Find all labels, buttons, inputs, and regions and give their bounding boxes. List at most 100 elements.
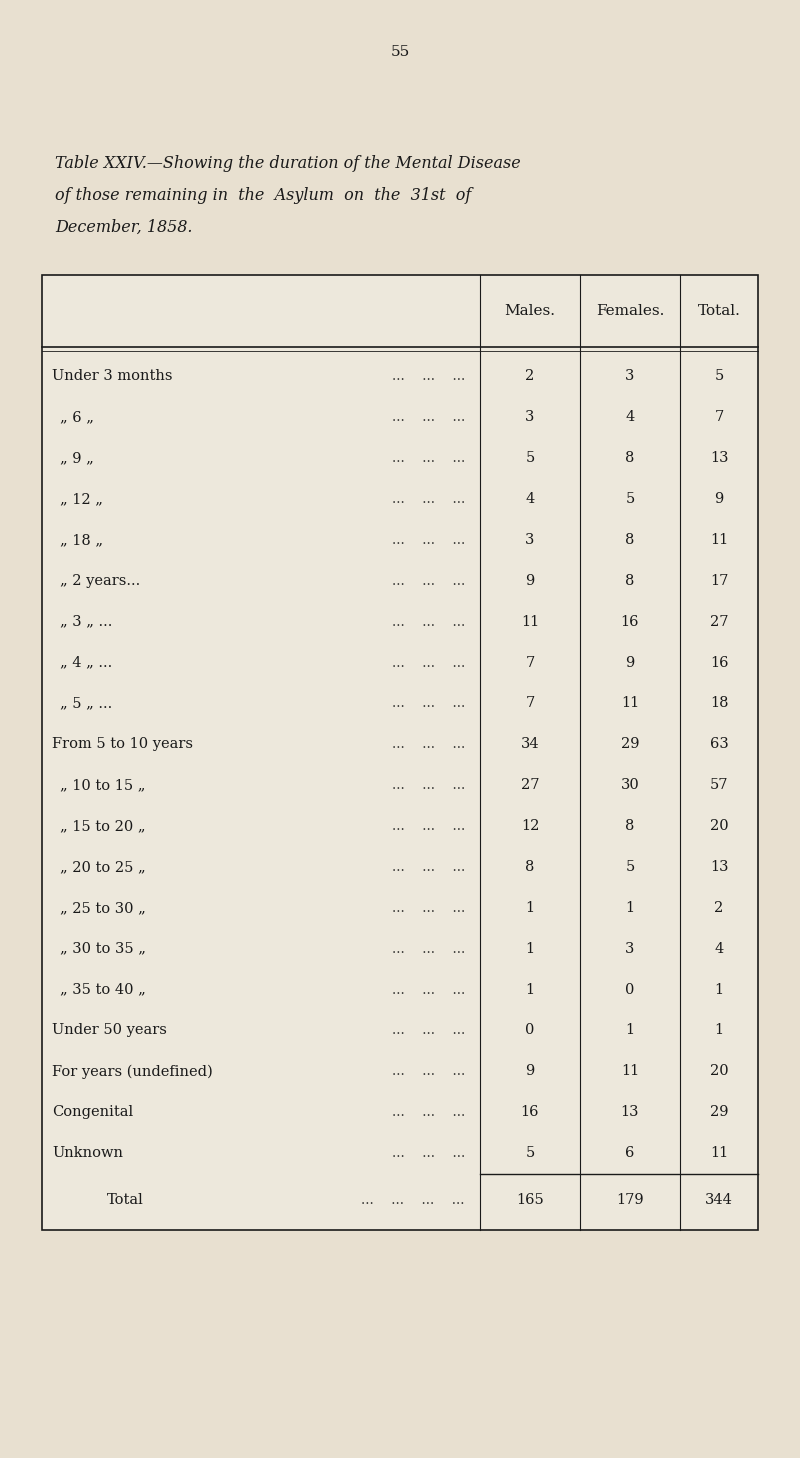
Text: 9: 9 [526, 1064, 534, 1079]
Text: 30: 30 [621, 779, 639, 792]
Text: 7: 7 [526, 697, 534, 710]
Text: ...    ...    ...: ... ... ... [392, 451, 465, 465]
Text: 16: 16 [521, 1105, 539, 1120]
Text: „ 3 „ ...: „ 3 „ ... [60, 615, 112, 628]
Text: ...    ...    ...: ... ... ... [392, 983, 465, 997]
Text: 12: 12 [521, 819, 539, 833]
Text: „ 10 to 15 „: „ 10 to 15 „ [60, 779, 146, 792]
Text: 27: 27 [521, 779, 539, 792]
Text: of those remaining in  the  Asylum  on  the  31st  of: of those remaining in the Asylum on the … [55, 187, 471, 204]
Text: ...    ...    ...: ... ... ... [392, 860, 465, 873]
Text: „ 2 years...: „ 2 years... [60, 574, 140, 588]
Bar [42, 276, 758, 1231]
Text: 5: 5 [526, 451, 534, 465]
Text: 55: 55 [390, 45, 410, 58]
Text: 8: 8 [626, 819, 634, 833]
Text: 18: 18 [710, 697, 728, 710]
Text: 9: 9 [526, 574, 534, 588]
Text: ...    ...    ...: ... ... ... [392, 410, 465, 424]
Text: 3: 3 [626, 942, 634, 956]
Text: 20: 20 [710, 819, 728, 833]
Text: 179: 179 [616, 1193, 644, 1207]
Text: 29: 29 [710, 1105, 728, 1120]
Text: 3: 3 [526, 410, 534, 424]
Text: 6: 6 [626, 1146, 634, 1161]
Text: 20: 20 [710, 1064, 728, 1079]
Text: ...    ...    ...: ... ... ... [392, 697, 465, 710]
Text: Table XXIV.—Showing the duration of the Mental Disease: Table XXIV.—Showing the duration of the … [55, 155, 521, 172]
Text: Total.: Total. [698, 305, 741, 318]
Text: 5: 5 [526, 1146, 534, 1161]
Text: 8: 8 [626, 574, 634, 588]
Text: 0: 0 [526, 1024, 534, 1038]
Text: „ 4 „ ...: „ 4 „ ... [60, 656, 112, 669]
Text: 7: 7 [526, 656, 534, 669]
Text: 1: 1 [714, 1024, 723, 1038]
Text: „ 25 to 30 „: „ 25 to 30 „ [60, 901, 146, 914]
Text: ...    ...    ...: ... ... ... [392, 574, 465, 588]
Text: Under 3 months: Under 3 months [52, 369, 173, 383]
Text: 17: 17 [710, 574, 728, 588]
Text: ...    ...    ...: ... ... ... [392, 369, 465, 383]
Text: „ 35 to 40 „: „ 35 to 40 „ [60, 983, 146, 997]
Text: 8: 8 [626, 532, 634, 547]
Text: 1: 1 [526, 942, 534, 956]
Text: 1: 1 [526, 983, 534, 997]
Text: 4: 4 [526, 491, 534, 506]
Text: 1: 1 [626, 1024, 634, 1038]
Text: ...    ...    ...: ... ... ... [392, 615, 465, 628]
Text: „ 9 „: „ 9 „ [60, 451, 94, 465]
Text: 11: 11 [521, 615, 539, 628]
Text: ...    ...    ...: ... ... ... [392, 1064, 465, 1079]
Text: „ 18 „: „ 18 „ [60, 532, 103, 547]
Text: Total: Total [107, 1193, 144, 1207]
Text: 7: 7 [714, 410, 724, 424]
Text: „ 15 to 20 „: „ 15 to 20 „ [60, 819, 146, 833]
Text: ...    ...    ...: ... ... ... [392, 738, 465, 751]
Text: For years (undefined): For years (undefined) [52, 1064, 213, 1079]
Text: 57: 57 [710, 779, 728, 792]
Text: 5: 5 [714, 369, 724, 383]
Text: 1: 1 [526, 901, 534, 914]
Text: 11: 11 [621, 1064, 639, 1079]
Text: ...    ...    ...: ... ... ... [392, 901, 465, 914]
Text: 0: 0 [626, 983, 634, 997]
Text: ...    ...    ...: ... ... ... [392, 819, 465, 833]
Text: ...    ...    ...: ... ... ... [392, 779, 465, 792]
Text: 344: 344 [705, 1193, 733, 1207]
Text: „ 6 „: „ 6 „ [60, 410, 94, 424]
Text: 34: 34 [521, 738, 539, 751]
Text: 2: 2 [526, 369, 534, 383]
Text: From 5 to 10 years: From 5 to 10 years [52, 738, 193, 751]
Text: 3: 3 [526, 532, 534, 547]
Text: ...    ...    ...: ... ... ... [392, 491, 465, 506]
Text: 9: 9 [714, 491, 724, 506]
Text: „ 30 to 35 „: „ 30 to 35 „ [60, 942, 146, 956]
Text: ...    ...    ...: ... ... ... [392, 1024, 465, 1038]
Text: 8: 8 [626, 451, 634, 465]
Text: 16: 16 [621, 615, 639, 628]
Text: 11: 11 [621, 697, 639, 710]
Text: 13: 13 [710, 860, 728, 873]
Text: 29: 29 [621, 738, 639, 751]
Text: 11: 11 [710, 1146, 728, 1161]
Text: 27: 27 [710, 615, 728, 628]
Text: 63: 63 [710, 738, 728, 751]
Text: 5: 5 [626, 860, 634, 873]
Text: 13: 13 [621, 1105, 639, 1120]
Text: „ 20 to 25 „: „ 20 to 25 „ [60, 860, 146, 873]
Text: 13: 13 [710, 451, 728, 465]
Text: 1: 1 [714, 983, 723, 997]
Text: ...    ...    ...: ... ... ... [392, 1146, 465, 1161]
Text: ...    ...    ...    ...: ... ... ... ... [362, 1193, 465, 1207]
Text: Males.: Males. [505, 305, 555, 318]
Text: Under 50 years: Under 50 years [52, 1024, 167, 1038]
Text: 8: 8 [526, 860, 534, 873]
Text: 3: 3 [626, 369, 634, 383]
Text: December, 1858.: December, 1858. [55, 219, 193, 236]
Text: 4: 4 [714, 942, 724, 956]
Text: 5: 5 [626, 491, 634, 506]
Text: Unknown: Unknown [52, 1146, 123, 1161]
Text: 4: 4 [626, 410, 634, 424]
Text: Congenital: Congenital [52, 1105, 133, 1120]
